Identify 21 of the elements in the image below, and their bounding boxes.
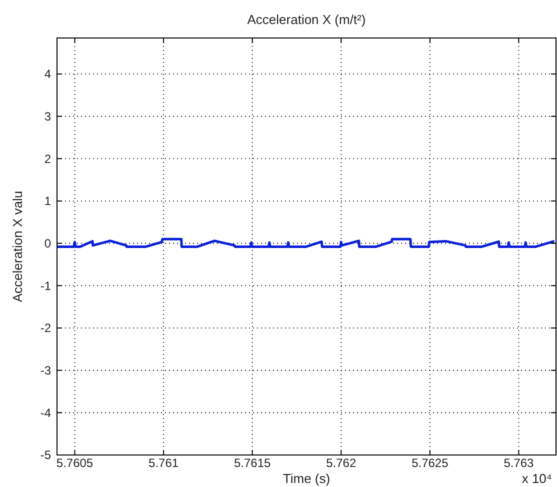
y-tick-label: -2 <box>40 321 52 336</box>
x-tick-label: 5.7605 <box>56 456 94 470</box>
y-tick-label: 3 <box>44 110 52 124</box>
y-tick-label: 1 <box>44 194 52 208</box>
y-tick-label: -3 <box>40 364 52 378</box>
y-tick-label: -1 <box>40 278 52 293</box>
y-tick-label: 0 <box>44 236 52 251</box>
chart-title: Acceleration X (m/t²) <box>247 12 366 27</box>
y-tick-label: 2 <box>44 152 52 166</box>
y-tick-label: -5 <box>40 448 52 462</box>
y-axis-title: Acceleration X valu <box>10 190 25 302</box>
y-tick-label: -4 <box>40 406 52 420</box>
x-tick-label: 5.7625 <box>412 456 449 470</box>
x-tick-label: 5.763 <box>504 456 534 470</box>
text: x 10⁴ <box>522 471 552 486</box>
y-tick-label: 4 <box>44 67 52 82</box>
x-tick-label: 5.7615 <box>234 456 272 470</box>
x-tick-label: 5.762 <box>326 456 356 470</box>
line-series <box>57 238 556 248</box>
x-tick-label: 5.761 <box>148 456 179 470</box>
x-axis-title: Time (s) <box>282 471 330 486</box>
